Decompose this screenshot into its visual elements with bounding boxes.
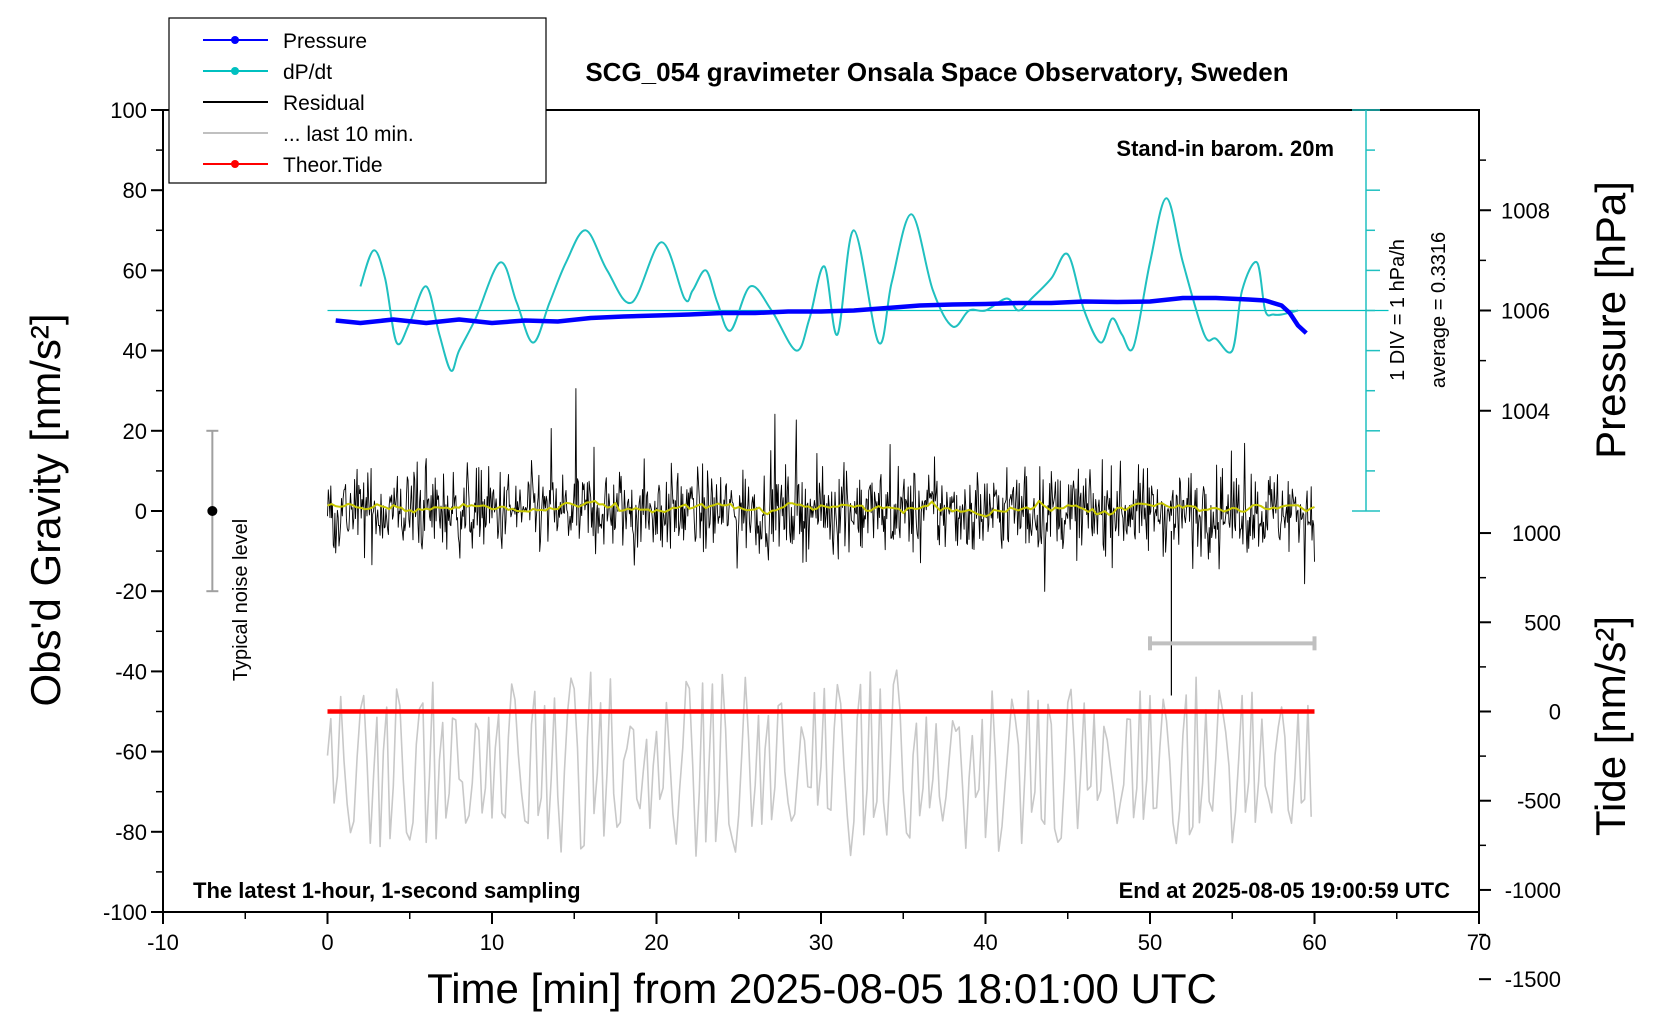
- legend-label: Pressure: [283, 30, 367, 53]
- y-tick-label: 0: [135, 499, 147, 524]
- legend-box: [168, 17, 547, 184]
- y-tick-label: -40: [115, 659, 147, 684]
- y-tick-label: -60: [115, 740, 147, 765]
- x-tick-label: 10: [480, 930, 504, 955]
- x-tick-label: 70: [1467, 930, 1491, 955]
- end-note: End at 2025-08-05 19:00:59 UTC: [1119, 878, 1450, 903]
- y-tick-label: 80: [123, 178, 147, 203]
- x-tick-label: 40: [973, 930, 997, 955]
- latest-note: The latest 1-hour, 1-second sampling: [193, 878, 581, 903]
- legend-label: ... last 10 min.: [283, 123, 414, 146]
- legend: Pressure dP/dt Residual ... last 10 min. The…: [168, 17, 547, 184]
- legend-marker: [231, 67, 239, 75]
- axes-layer: -10 0 10 20 30 40 50 60 70-100-80-60-40-20020406…: [103, 98, 1561, 992]
- tide-tick-label: 500: [1524, 610, 1561, 635]
- noise-center-dot: [207, 506, 218, 516]
- pressure-axis-label: Pressure [hPa]: [1587, 181, 1634, 459]
- x-tick-label: 60: [1302, 930, 1326, 955]
- legend-marker: [231, 36, 239, 44]
- legend-marker: [231, 160, 239, 168]
- y-tick-label: -20: [115, 579, 147, 604]
- dpdt-line: [359, 197, 1299, 372]
- pressure-line: [335, 295, 1308, 335]
- legend-label: dP/dt: [283, 61, 332, 84]
- scale-label: 1 DIV = 1 hPa/h: [1387, 239, 1409, 381]
- pressure-tick-label: 1004: [1501, 399, 1550, 424]
- x-tick-label: 30: [809, 930, 833, 955]
- legend-label: Residual: [283, 92, 365, 115]
- tide-tick-label: -500: [1517, 789, 1561, 814]
- chart-title: SCG_054 gravimeter Onsala Space Observat…: [585, 57, 1288, 87]
- y-tick-label: 60: [123, 258, 147, 283]
- pressure-tick-label: 1006: [1501, 299, 1550, 324]
- tide-tick-label: -1500: [1505, 967, 1561, 992]
- barometer-note: Stand-in barom. 20m: [1116, 136, 1334, 161]
- y-tick-label: 20: [123, 419, 147, 444]
- pressure-tick-label: 1008: [1501, 198, 1550, 223]
- average-label: average = 0.3316: [1428, 232, 1450, 388]
- y-tick-label: -80: [115, 820, 147, 845]
- x-tick-label: -10: [147, 930, 179, 955]
- y-axis-label: Obs'd Gravity [nm/s²]: [22, 313, 69, 706]
- x-axis-label: Time [min] from 2025-08-05 18:01:00 UTC: [427, 965, 1217, 1012]
- noise-label: Typical noise level: [230, 519, 252, 681]
- residual-smoothed-line: [327, 499, 1315, 518]
- y-tick-label: 100: [110, 98, 147, 123]
- last-10-min-line: [326, 669, 1312, 857]
- residual-line: [327, 388, 1315, 592]
- series-layer: [206, 197, 1389, 857]
- legend-label: Theor.Tide: [283, 154, 383, 177]
- y-tick-label: -100: [103, 900, 147, 925]
- y-tick-label: 40: [123, 339, 147, 364]
- tide-axis-label: Tide [nm/s²]: [1587, 616, 1634, 836]
- x-tick-label: 50: [1138, 930, 1162, 955]
- tide-tick-label: 1000: [1512, 521, 1561, 546]
- x-tick-label: 0: [321, 930, 333, 955]
- tide-tick-label: -1000: [1505, 878, 1561, 903]
- tide-tick-label: 0: [1549, 700, 1561, 725]
- x-tick-label: 20: [644, 930, 668, 955]
